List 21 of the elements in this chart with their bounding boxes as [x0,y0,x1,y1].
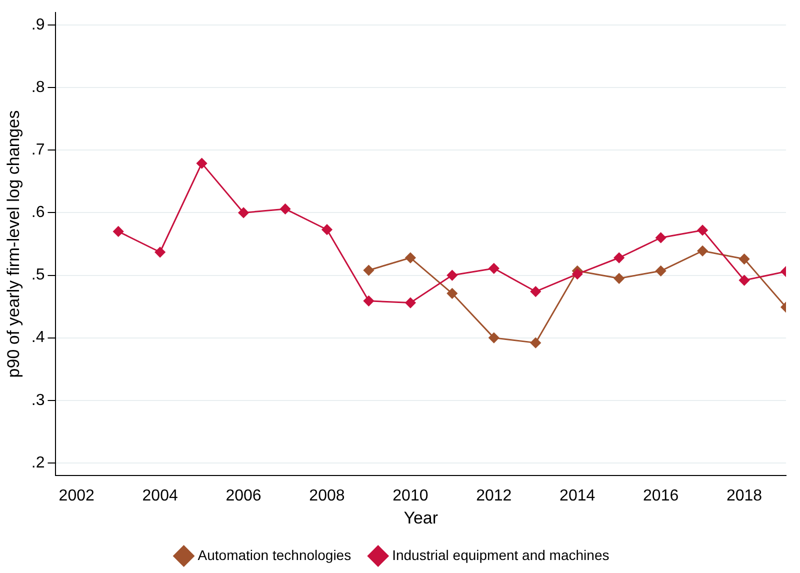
x-tick-label: 2008 [309,487,345,504]
y-tick-label: .9 [31,16,45,34]
y-tick-label: .4 [31,329,45,346]
y-axis-title: p90 of yearly firm-level log changes [4,110,23,378]
y-tick-label: .6 [31,204,45,222]
legend-label: Automation technologies [198,546,352,563]
y-tick-label: .3 [31,392,45,409]
x-tick-label: 2014 [560,487,596,504]
x-tick-label: 2012 [476,487,512,504]
y-tick-label: .8 [31,79,45,96]
x-tick-label: 2002 [58,487,95,504]
y-tick-label: .5 [31,266,45,284]
legend-label: Industrial equipment and machines [392,546,610,563]
y-tick-label: .2 [31,454,45,472]
x-axis-title: Year [404,508,438,528]
x-tick-label: 2016 [643,487,679,504]
x-tick-label: 2010 [392,487,428,504]
y-tick-label: .7 [31,142,45,159]
x-tick-label: 2004 [142,487,178,504]
x-tick-label: 2006 [226,487,262,504]
x-tick-label: 2018 [726,487,762,504]
